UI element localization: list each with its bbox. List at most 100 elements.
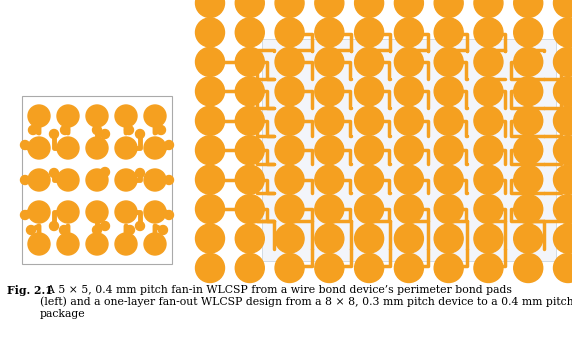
Circle shape bbox=[315, 253, 344, 282]
Circle shape bbox=[275, 0, 304, 17]
Circle shape bbox=[28, 201, 50, 223]
Circle shape bbox=[434, 136, 463, 165]
Circle shape bbox=[474, 0, 503, 17]
Circle shape bbox=[434, 253, 463, 282]
Circle shape bbox=[21, 176, 30, 184]
Circle shape bbox=[144, 137, 166, 159]
Circle shape bbox=[57, 137, 79, 159]
Circle shape bbox=[59, 225, 69, 234]
Circle shape bbox=[136, 130, 145, 138]
Circle shape bbox=[86, 105, 108, 127]
Circle shape bbox=[50, 130, 58, 138]
Circle shape bbox=[196, 165, 224, 194]
Circle shape bbox=[554, 0, 572, 17]
Circle shape bbox=[235, 165, 264, 194]
Circle shape bbox=[275, 106, 304, 135]
Circle shape bbox=[434, 18, 463, 47]
Circle shape bbox=[101, 222, 109, 230]
Circle shape bbox=[86, 201, 108, 223]
Circle shape bbox=[115, 233, 137, 255]
Circle shape bbox=[275, 253, 304, 282]
Circle shape bbox=[434, 47, 463, 76]
Circle shape bbox=[474, 224, 503, 253]
Circle shape bbox=[514, 47, 543, 76]
Circle shape bbox=[355, 165, 384, 194]
Text: Fig. 2.1: Fig. 2.1 bbox=[7, 285, 53, 296]
Circle shape bbox=[86, 169, 108, 191]
Circle shape bbox=[57, 201, 79, 223]
Circle shape bbox=[275, 195, 304, 224]
Circle shape bbox=[554, 77, 572, 106]
Circle shape bbox=[50, 169, 58, 177]
Circle shape bbox=[315, 224, 344, 253]
Circle shape bbox=[115, 169, 137, 191]
Circle shape bbox=[165, 176, 173, 184]
Circle shape bbox=[115, 137, 137, 159]
Circle shape bbox=[474, 77, 503, 106]
Circle shape bbox=[136, 222, 145, 230]
Circle shape bbox=[115, 105, 137, 127]
Circle shape bbox=[474, 195, 503, 224]
Circle shape bbox=[434, 165, 463, 194]
Circle shape bbox=[434, 0, 463, 17]
Circle shape bbox=[57, 169, 79, 191]
Circle shape bbox=[315, 0, 344, 17]
Circle shape bbox=[235, 136, 264, 165]
Circle shape bbox=[514, 106, 543, 135]
Circle shape bbox=[196, 18, 224, 47]
Circle shape bbox=[355, 77, 384, 106]
Circle shape bbox=[315, 18, 344, 47]
Circle shape bbox=[355, 195, 384, 224]
Circle shape bbox=[474, 106, 503, 135]
Circle shape bbox=[125, 126, 133, 135]
Circle shape bbox=[434, 195, 463, 224]
Circle shape bbox=[514, 224, 543, 253]
Circle shape bbox=[474, 47, 503, 76]
Circle shape bbox=[514, 77, 543, 106]
Circle shape bbox=[355, 253, 384, 282]
Circle shape bbox=[144, 233, 166, 255]
Circle shape bbox=[61, 126, 70, 135]
Circle shape bbox=[514, 165, 543, 194]
Circle shape bbox=[394, 224, 423, 253]
Circle shape bbox=[554, 106, 572, 135]
Circle shape bbox=[165, 211, 173, 219]
Circle shape bbox=[86, 137, 108, 159]
Circle shape bbox=[235, 47, 264, 76]
Circle shape bbox=[86, 233, 108, 255]
Circle shape bbox=[136, 169, 145, 177]
Circle shape bbox=[275, 224, 304, 253]
Circle shape bbox=[394, 18, 423, 47]
Circle shape bbox=[125, 225, 134, 234]
Circle shape bbox=[144, 169, 166, 191]
Circle shape bbox=[394, 0, 423, 17]
Circle shape bbox=[275, 47, 304, 76]
Circle shape bbox=[394, 165, 423, 194]
Circle shape bbox=[235, 0, 264, 17]
Circle shape bbox=[315, 47, 344, 76]
Circle shape bbox=[474, 18, 503, 47]
Circle shape bbox=[196, 106, 224, 135]
Circle shape bbox=[514, 195, 543, 224]
Circle shape bbox=[21, 141, 30, 149]
Circle shape bbox=[514, 0, 543, 17]
Circle shape bbox=[474, 253, 503, 282]
Text: A 5 × 5, 0.4 mm pitch fan-in WLCSP from a wire bond device’s perimeter bond pads: A 5 × 5, 0.4 mm pitch fan-in WLCSP from … bbox=[40, 285, 572, 319]
Circle shape bbox=[196, 253, 224, 282]
Circle shape bbox=[101, 167, 109, 177]
Circle shape bbox=[474, 136, 503, 165]
Circle shape bbox=[315, 195, 344, 224]
Circle shape bbox=[434, 224, 463, 253]
Circle shape bbox=[235, 18, 264, 47]
Circle shape bbox=[28, 105, 50, 127]
Circle shape bbox=[554, 195, 572, 224]
Circle shape bbox=[554, 136, 572, 165]
Circle shape bbox=[355, 0, 384, 17]
Circle shape bbox=[235, 106, 264, 135]
Circle shape bbox=[21, 211, 30, 219]
Circle shape bbox=[275, 18, 304, 47]
Circle shape bbox=[394, 195, 423, 224]
Circle shape bbox=[57, 233, 79, 255]
Circle shape bbox=[235, 195, 264, 224]
Circle shape bbox=[28, 233, 50, 255]
